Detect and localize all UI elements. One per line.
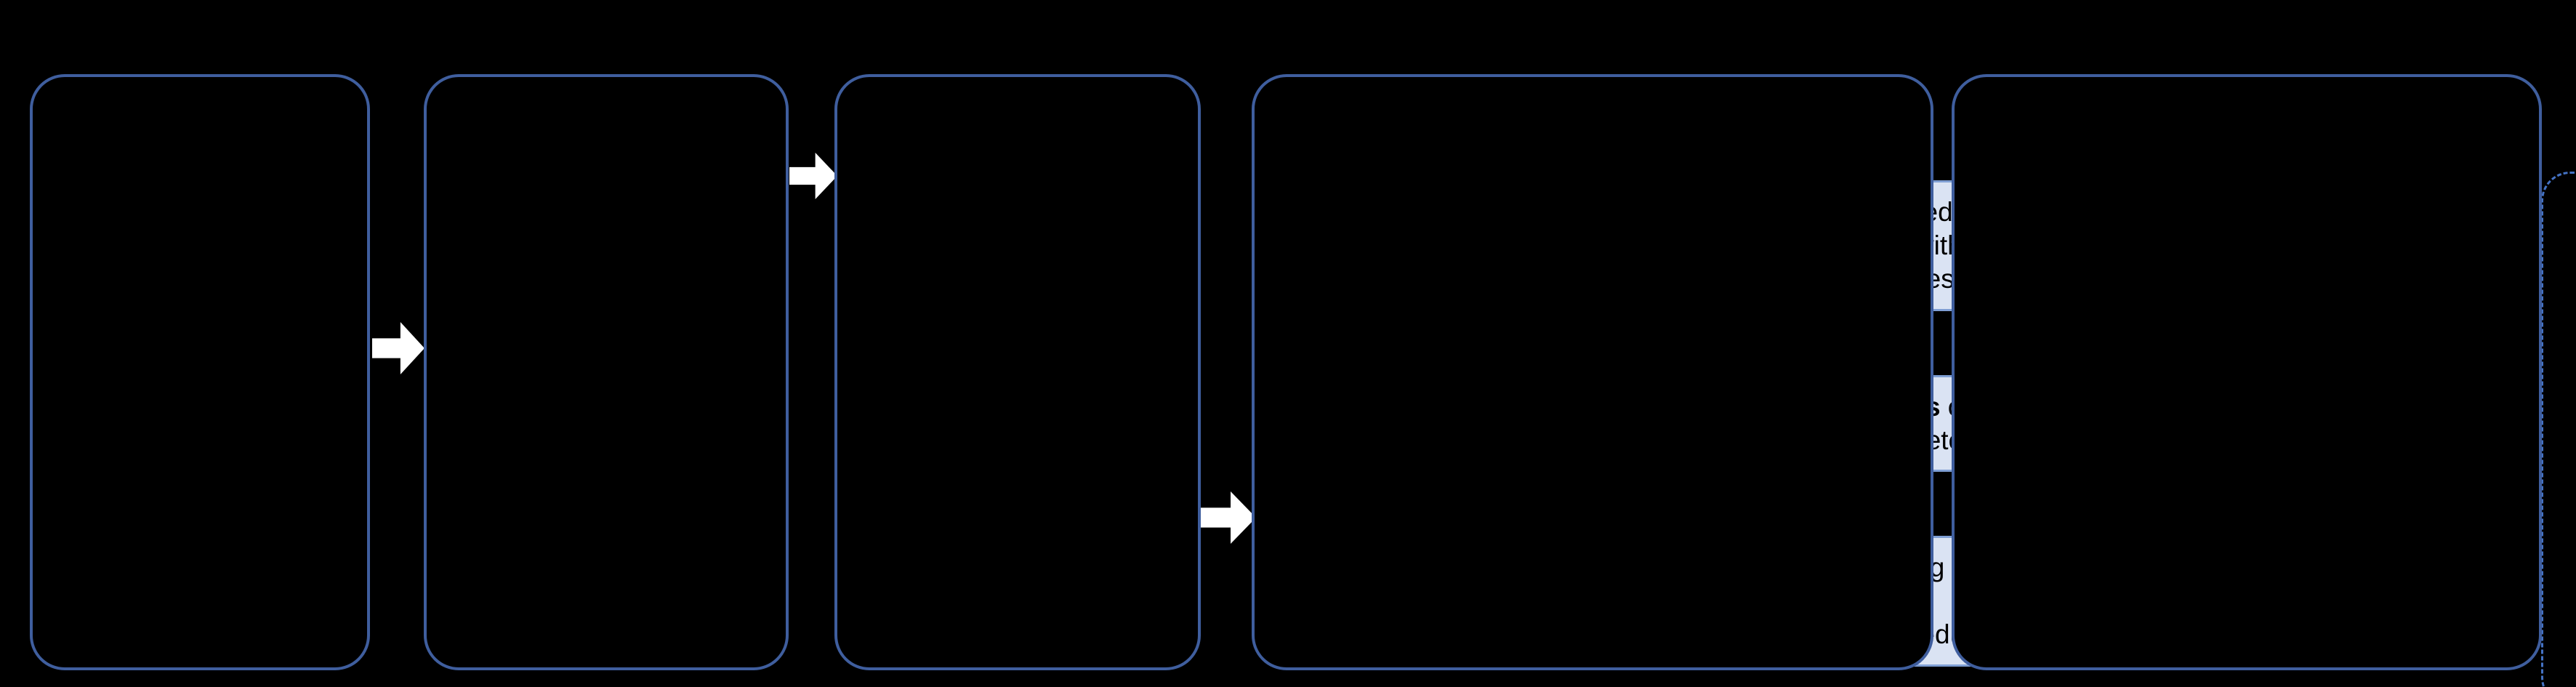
panel-csv-input: X CSV xyxy=(424,74,1186,670)
scatter-title: Threshold interaction xyxy=(2570,236,2576,262)
flow-arrow-1 xyxy=(372,322,424,374)
panel-statistics: Fit a linear mixed-effects model withREM… xyxy=(834,74,2026,670)
flow-arrow-3 xyxy=(1201,491,1256,544)
panel-visualization-output: 0.0 1-1528-4463-7367-7581-101122-129135-… xyxy=(1952,74,2542,670)
panel-scatter-output: Threshold interaction SignificantNon sig… xyxy=(1252,74,2576,687)
panel-experiment xyxy=(30,74,370,670)
flow-arrow-2 xyxy=(789,153,837,199)
